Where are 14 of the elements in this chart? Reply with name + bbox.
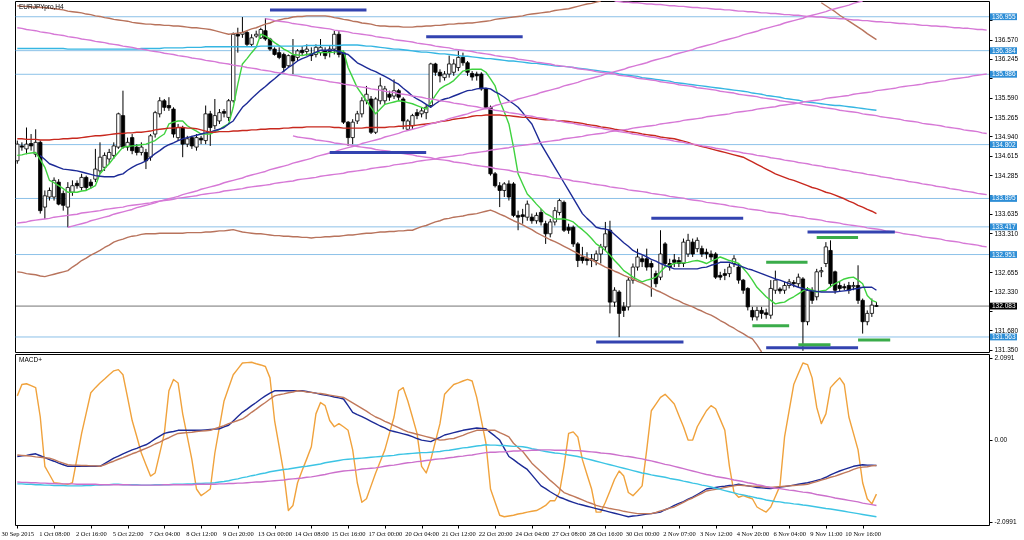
candlestick xyxy=(401,96,406,130)
candlestick xyxy=(681,238,686,268)
candlestick xyxy=(290,38,296,75)
line-series xyxy=(16,209,763,352)
candlestick xyxy=(350,118,355,145)
candlestick xyxy=(24,127,29,155)
line-series xyxy=(16,361,878,518)
candlestick xyxy=(56,178,61,206)
candlestick xyxy=(584,251,590,266)
line-series xyxy=(16,444,878,518)
candlestick xyxy=(28,133,34,152)
line-series xyxy=(16,114,878,215)
line-series xyxy=(16,449,878,507)
candlestick xyxy=(74,179,80,190)
